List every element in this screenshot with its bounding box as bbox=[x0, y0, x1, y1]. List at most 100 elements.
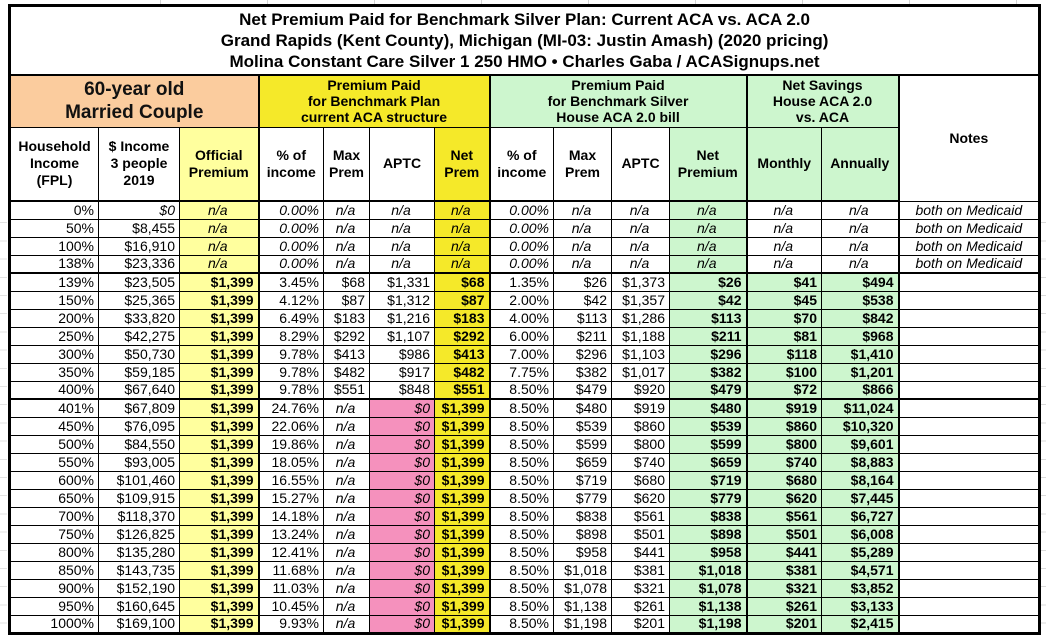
table-cell[interactable]: n/a bbox=[553, 254, 612, 274]
table-cell[interactable]: $719 bbox=[669, 470, 748, 490]
table-cell[interactable]: $838 bbox=[669, 506, 748, 526]
table-cell[interactable]: n/a bbox=[434, 200, 491, 220]
table-cell[interactable]: $740 bbox=[611, 452, 670, 472]
table-cell[interactable]: $1,078 bbox=[553, 578, 612, 598]
table-cell[interactable]: $561 bbox=[746, 506, 822, 526]
table-cell[interactable]: 9.78% bbox=[258, 362, 324, 382]
table-cell[interactable] bbox=[897, 470, 1041, 490]
table-cell[interactable] bbox=[897, 290, 1041, 310]
table-cell[interactable]: 650% bbox=[9, 488, 99, 508]
table-cell[interactable]: $6,727 bbox=[821, 506, 900, 526]
table-cell[interactable]: $1,198 bbox=[553, 614, 612, 634]
table-cell[interactable]: $1,138 bbox=[553, 596, 612, 616]
table-cell[interactable]: 8.50% bbox=[489, 434, 554, 454]
table-cell[interactable]: 3.45% bbox=[258, 272, 324, 292]
table-cell[interactable]: $0 bbox=[369, 506, 435, 526]
table-cell[interactable]: $1,312 bbox=[369, 290, 435, 310]
table-cell[interactable]: $0 bbox=[369, 596, 435, 616]
table-cell[interactable]: $321 bbox=[611, 578, 670, 598]
table-cell[interactable]: $381 bbox=[611, 560, 670, 580]
table-cell[interactable]: $41 bbox=[746, 272, 822, 292]
table-cell[interactable]: $72 bbox=[746, 380, 822, 400]
table-cell[interactable]: 750% bbox=[9, 524, 99, 544]
table-cell[interactable]: 10.45% bbox=[258, 596, 324, 616]
table-cell[interactable]: n/a bbox=[553, 218, 612, 238]
table-cell[interactable]: $1,216 bbox=[369, 308, 435, 328]
table-cell[interactable]: $1,399 bbox=[434, 560, 491, 580]
table-cell[interactable]: $8,455 bbox=[98, 218, 180, 238]
table-cell[interactable]: n/a bbox=[669, 200, 748, 220]
group-header-current-aca[interactable]: Premium Paid for Benchmark Plan current … bbox=[258, 74, 491, 128]
table-cell[interactable]: $1,399 bbox=[179, 344, 260, 364]
table-cell[interactable]: $1,399 bbox=[434, 506, 491, 526]
table-cell[interactable]: 19.86% bbox=[258, 434, 324, 454]
table-cell[interactable]: $8,883 bbox=[821, 452, 900, 472]
table-cell[interactable]: n/a bbox=[323, 578, 370, 598]
table-cell[interactable] bbox=[897, 488, 1041, 508]
table-cell[interactable]: n/a bbox=[821, 236, 900, 256]
table-cell[interactable]: $5,289 bbox=[821, 542, 900, 562]
table-cell[interactable]: n/a bbox=[323, 200, 370, 220]
table-cell[interactable] bbox=[897, 542, 1041, 562]
table-cell[interactable]: $1,399 bbox=[179, 416, 260, 436]
table-cell[interactable] bbox=[897, 344, 1041, 364]
table-cell[interactable]: $0 bbox=[369, 470, 435, 490]
subject-block-header[interactable]: 60-year old Married Couple bbox=[9, 74, 260, 128]
table-cell[interactable]: 800% bbox=[9, 542, 99, 562]
col-header-aca-pct-income[interactable]: % of income bbox=[258, 126, 324, 202]
table-cell[interactable]: $0 bbox=[369, 398, 435, 418]
table-cell[interactable]: $958 bbox=[669, 542, 748, 562]
table-cell[interactable]: $501 bbox=[611, 524, 670, 544]
table-cell[interactable]: n/a bbox=[553, 236, 612, 256]
col-header-aca-aptc[interactable]: APTC bbox=[369, 126, 435, 202]
table-cell[interactable]: $113 bbox=[669, 308, 748, 328]
col-header-aca-max-prem[interactable]: Max Prem bbox=[323, 126, 370, 202]
table-cell[interactable]: 138% bbox=[9, 254, 99, 274]
table-cell[interactable]: $1,399 bbox=[179, 578, 260, 598]
table-cell[interactable]: $551 bbox=[323, 380, 370, 400]
table-cell[interactable]: $1,399 bbox=[434, 488, 491, 508]
table-cell[interactable]: n/a bbox=[179, 218, 260, 238]
table-cell[interactable]: $321 bbox=[746, 578, 822, 598]
table-cell[interactable]: n/a bbox=[434, 218, 491, 238]
notes-column-header[interactable]: Notes bbox=[897, 74, 1041, 202]
table-cell[interactable]: both on Medicaid bbox=[897, 200, 1041, 220]
table-cell[interactable]: 8.50% bbox=[489, 524, 554, 544]
table-cell[interactable]: n/a bbox=[746, 200, 822, 220]
table-cell[interactable]: 100% bbox=[9, 236, 99, 256]
table-cell[interactable]: n/a bbox=[746, 218, 822, 238]
table-cell[interactable]: $261 bbox=[611, 596, 670, 616]
table-cell[interactable]: $539 bbox=[553, 416, 612, 436]
table-cell[interactable]: $93,005 bbox=[98, 452, 180, 472]
table-cell[interactable]: $680 bbox=[611, 470, 670, 490]
table-cell[interactable]: n/a bbox=[821, 218, 900, 238]
table-cell[interactable]: $1,399 bbox=[179, 560, 260, 580]
table-cell[interactable]: $1,331 bbox=[369, 272, 435, 292]
group-header-net-savings[interactable]: Net Savings House ACA 2.0 vs. ACA bbox=[746, 74, 900, 128]
table-cell[interactable]: $118,370 bbox=[98, 506, 180, 526]
table-cell[interactable]: 8.29% bbox=[258, 326, 324, 346]
table-cell[interactable]: 7.00% bbox=[489, 344, 554, 364]
table-cell[interactable]: $1,399 bbox=[179, 380, 260, 400]
table-cell[interactable]: n/a bbox=[323, 524, 370, 544]
table-cell[interactable]: $0 bbox=[369, 416, 435, 436]
table-cell[interactable]: n/a bbox=[434, 254, 491, 274]
table-cell[interactable]: $296 bbox=[669, 344, 748, 364]
table-cell[interactable]: $1,399 bbox=[179, 488, 260, 508]
table-cell[interactable]: 250% bbox=[9, 326, 99, 346]
table-cell[interactable]: 4.12% bbox=[258, 290, 324, 310]
table-cell[interactable]: n/a bbox=[323, 506, 370, 526]
col-header-aca20-max-prem[interactable]: Max Prem bbox=[553, 126, 612, 202]
table-cell[interactable]: $1,399 bbox=[179, 434, 260, 454]
table-cell[interactable]: $42,275 bbox=[98, 326, 180, 346]
table-cell[interactable]: n/a bbox=[323, 236, 370, 256]
table-cell[interactable]: $1,399 bbox=[179, 542, 260, 562]
table-cell[interactable]: $413 bbox=[434, 344, 491, 364]
table-cell[interactable]: n/a bbox=[323, 398, 370, 418]
table-cell[interactable]: $152,190 bbox=[98, 578, 180, 598]
table-cell[interactable]: $539 bbox=[669, 416, 748, 436]
table-cell[interactable]: $101,460 bbox=[98, 470, 180, 490]
table-cell[interactable]: $10,320 bbox=[821, 416, 900, 436]
table-cell[interactable]: $680 bbox=[746, 470, 822, 490]
table-cell[interactable]: 8.50% bbox=[489, 488, 554, 508]
